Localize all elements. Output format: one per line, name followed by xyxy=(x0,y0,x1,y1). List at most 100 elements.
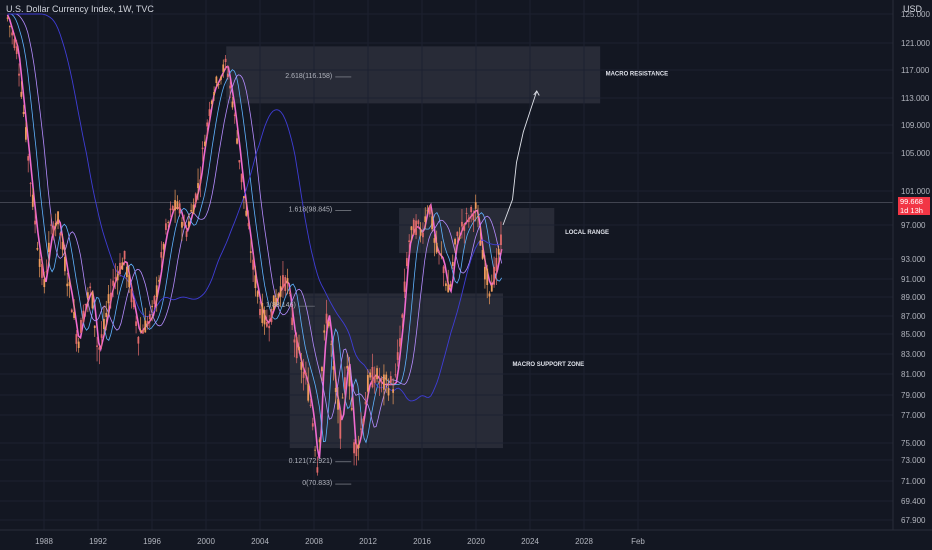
x-tick-label: 2028 xyxy=(575,537,593,546)
ma-mid-line xyxy=(7,13,503,444)
candle-body xyxy=(344,377,346,389)
candle-body xyxy=(91,291,94,309)
candle-body xyxy=(396,352,399,360)
candle-body xyxy=(392,389,395,393)
y-tick-label: 97.000 xyxy=(901,221,926,230)
projection-arrowhead xyxy=(533,90,540,96)
candle-body xyxy=(125,266,128,278)
candle-body xyxy=(146,321,149,327)
candle-body xyxy=(73,311,76,318)
candle-body xyxy=(29,183,32,185)
candle-body xyxy=(15,46,18,54)
y-tick-label: 81.000 xyxy=(901,370,926,379)
candle-body xyxy=(204,141,206,147)
candle-body xyxy=(373,375,376,383)
candle-body xyxy=(493,266,495,285)
candle-body xyxy=(84,303,87,306)
candle-body xyxy=(490,285,493,292)
candle-body xyxy=(364,401,367,405)
candle-body xyxy=(123,250,126,260)
candle-body xyxy=(103,318,105,330)
candle-body xyxy=(50,224,53,226)
candle-body xyxy=(435,243,438,253)
candle-body xyxy=(488,293,491,297)
candle-body xyxy=(311,423,314,427)
candle-body xyxy=(380,377,383,381)
candle-body xyxy=(183,222,186,226)
candle-body xyxy=(428,205,431,215)
candle-body xyxy=(151,305,154,308)
candle-body xyxy=(415,220,417,235)
currency-label[interactable]: USD xyxy=(902,4,922,14)
candle-body xyxy=(291,317,294,326)
candle-body xyxy=(153,296,156,305)
candle-body xyxy=(121,262,124,270)
candle-body xyxy=(38,258,41,267)
candle-body xyxy=(275,297,277,305)
candle-body xyxy=(318,439,321,443)
y-tick-label: 67.900 xyxy=(901,516,926,525)
candle-body xyxy=(383,374,385,390)
candle-body xyxy=(412,219,415,235)
candle-body xyxy=(410,226,413,231)
candle-body xyxy=(403,281,406,292)
x-tick-label: 2000 xyxy=(197,537,215,546)
candle-body xyxy=(45,271,48,273)
candle-body xyxy=(288,292,291,294)
candle-body xyxy=(472,214,475,221)
candle-body xyxy=(199,179,202,183)
candle-body xyxy=(444,283,447,286)
candle-body xyxy=(176,201,179,209)
fib-level-label: 2.618(116.158) xyxy=(285,73,332,80)
candle-body xyxy=(167,222,170,223)
candle-body xyxy=(190,210,193,212)
last-price-tag: 99.668 1d 13h xyxy=(898,197,930,216)
candle-body xyxy=(137,336,140,344)
candle-body xyxy=(327,321,330,327)
candle-body xyxy=(98,347,101,350)
candle-body xyxy=(348,369,351,387)
candle-body xyxy=(360,428,362,430)
candle-body xyxy=(20,91,23,97)
candle-body xyxy=(424,216,427,223)
candle-body xyxy=(401,314,404,318)
candle-body xyxy=(362,418,365,424)
candle-body xyxy=(231,101,234,108)
ma-fast-line xyxy=(6,14,503,459)
candle-body xyxy=(438,250,440,252)
bar-countdown: 1d 13h xyxy=(900,206,923,216)
candle-body xyxy=(197,183,199,189)
candle-body xyxy=(52,225,55,236)
candle-body xyxy=(309,404,312,406)
candle-body xyxy=(293,339,296,343)
candle-body xyxy=(174,200,176,211)
candle-body xyxy=(286,278,289,284)
x-tick-label: 1988 xyxy=(35,537,53,546)
candle-body xyxy=(256,291,259,297)
candle-body xyxy=(155,285,158,298)
candle-body xyxy=(341,397,344,399)
candle-body xyxy=(36,248,39,250)
y-tick-label: 83.000 xyxy=(901,350,926,359)
chart-title: U.S. Dollar Currency Index, 1W, TVC xyxy=(6,4,154,14)
candle-body xyxy=(268,325,271,329)
candle-body xyxy=(337,399,339,410)
y-tick-label: 85.000 xyxy=(901,330,926,339)
candle-body xyxy=(34,220,36,225)
candle-body xyxy=(249,251,252,253)
candle-body xyxy=(47,242,50,253)
candle-body xyxy=(61,241,64,250)
y-tick-label: 105.000 xyxy=(901,149,930,158)
candle-body xyxy=(194,193,197,204)
candle-body xyxy=(316,467,319,473)
candle-body xyxy=(371,367,374,388)
candle-body xyxy=(389,376,392,383)
candle-body xyxy=(419,229,422,236)
candle-body xyxy=(206,122,209,127)
ma-long-line xyxy=(7,13,502,402)
candle-body xyxy=(261,302,264,323)
candle-body xyxy=(334,387,337,392)
candle-body xyxy=(66,283,69,287)
candle-body xyxy=(332,366,335,370)
